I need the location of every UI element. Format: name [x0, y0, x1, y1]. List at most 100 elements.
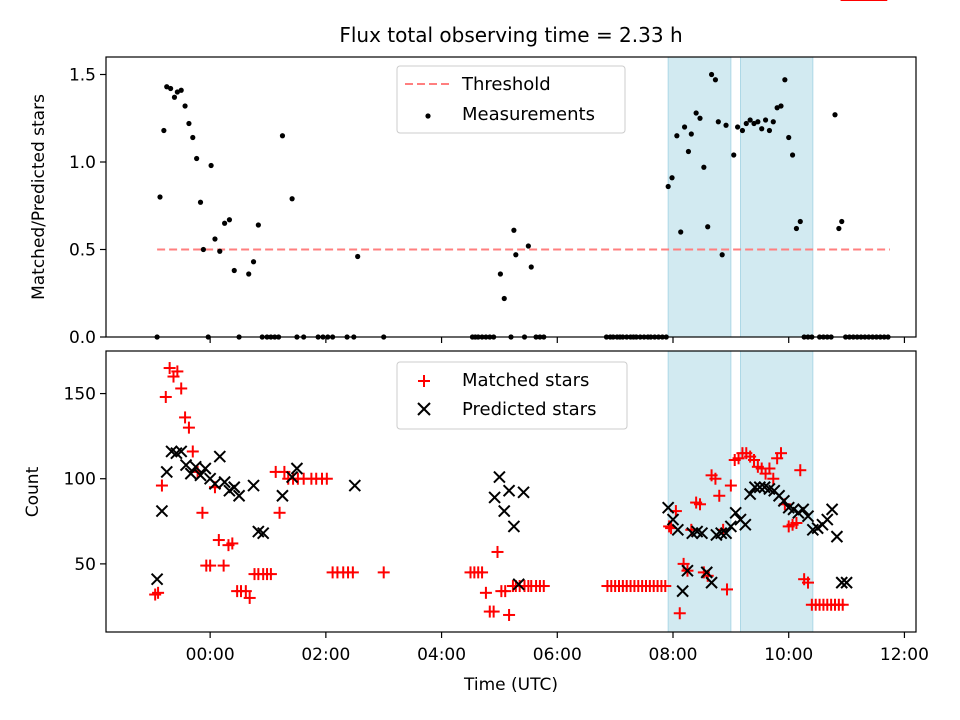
matched-star-marker: [163, 362, 176, 375]
measurement-point: [762, 117, 769, 123]
predicted-star-marker: [276, 489, 289, 502]
matched-star-marker: [175, 382, 188, 395]
measurement-point: [688, 131, 694, 137]
measurement-point: [766, 127, 773, 134]
measurement-point: [735, 124, 741, 130]
measurement-point: [693, 110, 699, 116]
measurement-point: [731, 152, 737, 158]
measurement-point: [739, 127, 746, 134]
predicted-star-marker: [179, 458, 193, 472]
measurement-point: [208, 162, 214, 169]
predicted-star-marker: [285, 470, 299, 484]
bottom-xtick-label: 08:00: [649, 645, 698, 665]
top-ytick-label: 1.0: [69, 153, 96, 173]
bottom-shaded-intervals: [667, 350, 814, 633]
measurement-point: [770, 119, 776, 125]
matched-star-marker: [659, 580, 672, 593]
predicted-star-marker: [517, 486, 530, 499]
matched-star-marker: [836, 598, 849, 611]
matched-star-marker: [171, 365, 184, 378]
measurement-point: [279, 133, 286, 139]
top-x-ticks: [209, 337, 906, 343]
measurement-point: [782, 77, 788, 83]
measurement-point: [697, 115, 703, 121]
measurement-point: [715, 119, 721, 125]
legend-measurements-label: Measurements: [462, 104, 595, 125]
bottom-axes-frame: [105, 350, 917, 633]
measurement-point: [212, 236, 218, 242]
matched-star-marker: [377, 566, 390, 579]
bottom-xtick-label: 04:00: [417, 645, 466, 665]
predicted-star-marker: [348, 479, 361, 492]
measurement-point: [747, 117, 753, 123]
top-y-axis-label: Matched/Predicted stars: [29, 94, 49, 300]
predicted-star-marker: [705, 576, 718, 589]
matched-star-marker: [709, 472, 722, 485]
matched-star-marker: [179, 411, 192, 424]
measurement-point: [197, 199, 204, 205]
matched-star-marker: [320, 472, 333, 485]
bottom-y-axis-label: Count: [23, 466, 43, 517]
chart-title: Flux total observing time = 2.33 h: [339, 23, 682, 47]
predicted-star-marker: [681, 564, 694, 577]
count-panel: 50 100 150 00:00 02:00 04:00 06:00 08:00 10:00 1…: [23, 0, 929, 695]
measurement-point: [665, 183, 671, 190]
predicted-star-marker: [256, 527, 270, 540]
predicted-star-marker: [729, 506, 742, 519]
measurement-point: [832, 112, 838, 118]
measurement-point: [289, 196, 295, 202]
measurement-point: [674, 133, 680, 139]
ratio-panel: 0.0 0.5 1.0 1.5 Matched/Predicted stars Thr…: [29, 56, 917, 348]
matched-star-marker: [264, 568, 277, 581]
predicted-star-marker: [228, 481, 241, 494]
top-y-ticks: 0.0 0.5 1.0 1.5: [69, 66, 106, 348]
legend-measurements-swatch: [425, 113, 431, 119]
measurement-point: [743, 120, 749, 127]
predicted-star-marker: [502, 484, 516, 497]
matched-star-marker: [196, 506, 209, 519]
matched-star-marker: [155, 479, 168, 492]
legend-predicted-label: Predicted stars: [462, 399, 596, 420]
measurement-point: [194, 155, 200, 162]
predicted-star-marker: [835, 576, 848, 589]
predicted-star-marker: [199, 462, 212, 475]
measurement-point: [786, 134, 792, 141]
x-axis-label: Time (UTC): [463, 675, 558, 695]
matched-star-marker: [152, 586, 165, 599]
predicted-star-marker: [676, 584, 689, 598]
measurement-point: [250, 259, 257, 265]
measurement-point: [778, 103, 784, 109]
matched-star-marker: [724, 479, 737, 492]
matched-star-marker: [346, 566, 359, 579]
predicted-star-marker: [189, 460, 202, 474]
predicted-star-marker: [208, 477, 222, 491]
bottom-legend: Matched stars Predicted stars: [396, 361, 628, 430]
predicted-star-marker: [213, 450, 226, 463]
matched-star-marker: [767, 472, 780, 485]
matched-star-marker: [748, 453, 760, 466]
predicted-star-marker: [700, 566, 713, 579]
matched-star-marker: [476, 566, 489, 579]
bottom-ytick-label: 50: [74, 555, 96, 575]
matched-star-marker: [273, 506, 286, 519]
matched-star-marker: [239, 585, 252, 598]
bottom-xtick-label: 10:00: [764, 645, 813, 665]
predicted-star-marker: [753, 481, 766, 494]
predicted-star-marker: [724, 520, 738, 533]
bottom-legend-box: [396, 361, 628, 430]
predicted-star-marker: [512, 578, 525, 591]
predicted-star-marker: [160, 465, 173, 479]
measurement-point: [513, 252, 519, 258]
predicted-star-marker: [150, 572, 164, 586]
bottom-xtick-label: 06:00: [533, 645, 582, 665]
measurement-point: [168, 85, 174, 92]
predicted-star-marker: [493, 470, 506, 484]
measurement-point: [226, 217, 233, 223]
predicted-star-marker: [290, 462, 304, 475]
matched-star-marker: [713, 489, 726, 502]
bottom-xtick-label: 12:00: [880, 645, 929, 665]
predicted-star-marker: [488, 491, 501, 504]
measurement-point: [685, 148, 692, 155]
matched-star-marker: [491, 545, 504, 558]
measurement-point: [222, 220, 228, 226]
